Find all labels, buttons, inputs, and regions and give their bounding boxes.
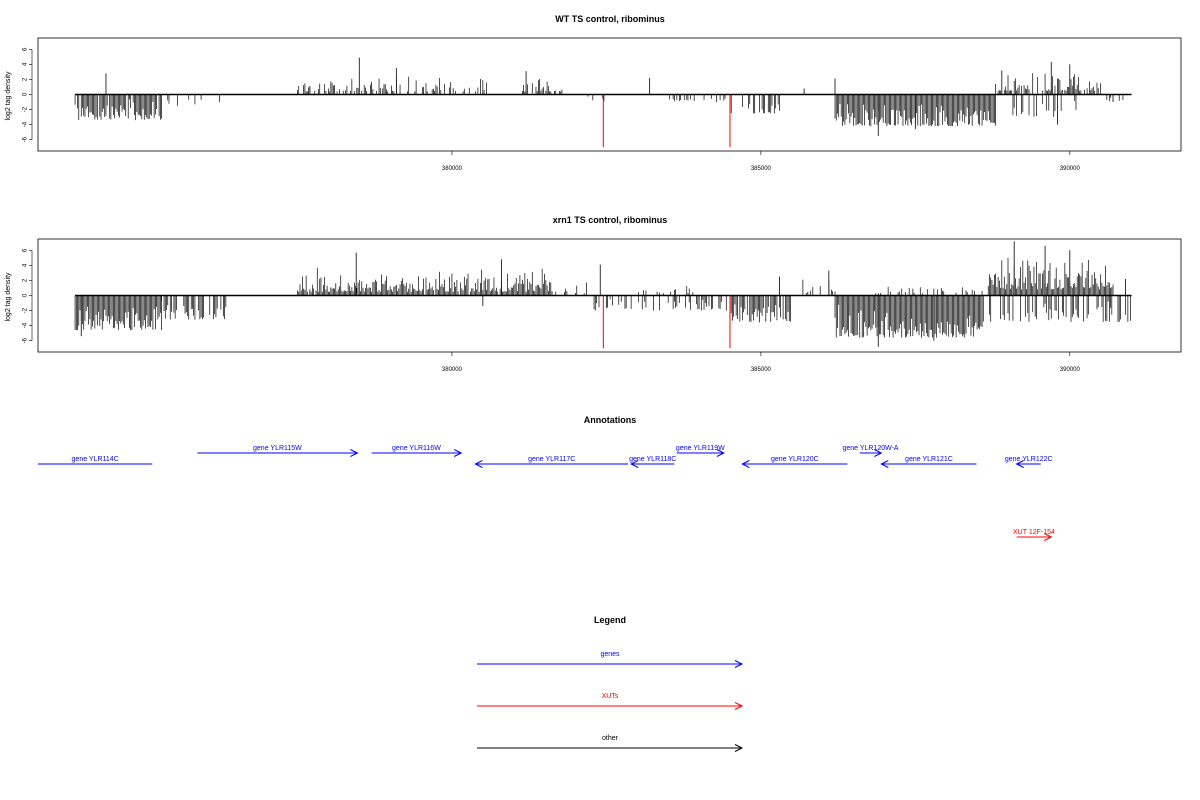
x-tick-label: 385000: [751, 367, 772, 373]
legend-label: other: [602, 735, 619, 742]
x-tick-label: 390000: [1060, 367, 1081, 373]
arrow-head-icon: [734, 744, 744, 752]
y-axis: -6 -4 -2 0 2 4 6: [23, 248, 33, 343]
arrow-head-icon: [734, 660, 744, 668]
feature-label: gene YLR120W-A: [842, 445, 898, 452]
feature: gene YLR115W: [197, 445, 359, 457]
y-axis: -6 -4 -2 0 2 4 6: [23, 47, 33, 142]
arrow-head-icon: [1015, 460, 1024, 468]
feature-label: gene YLR122C: [1005, 456, 1053, 463]
y-tick-label: 0: [23, 92, 29, 96]
x-axis: 380000 385000 390000: [442, 352, 1081, 373]
feature: gene YLR118C: [629, 456, 676, 468]
y-axis-label: log2 tag density: [5, 272, 12, 322]
feature-label: gene YLR116W: [392, 445, 441, 452]
feature-label: gene YLR114C: [72, 456, 119, 463]
panel-title: WT TS control, ribominus: [555, 14, 665, 24]
legend-item: genes: [477, 651, 744, 668]
legend-items: genes XUTs other: [477, 651, 744, 752]
feature-label: gene YLR120C: [771, 456, 819, 463]
x-axis: 380000 385000 390000: [442, 151, 1081, 172]
feature: gene YLR114C: [38, 456, 153, 465]
x-tick-label: 390000: [1060, 166, 1081, 172]
y-tick-label: 4: [23, 263, 29, 267]
arrow-head-icon: [350, 449, 359, 457]
arrow-head-icon: [880, 460, 889, 468]
feature-label: gene YLR117C: [528, 456, 575, 463]
feature-label: gene YLR121C: [905, 456, 953, 463]
legend-label: genes: [600, 651, 620, 658]
y-tick-label: 6: [23, 248, 29, 252]
feature: XUT 12F-154: [1013, 529, 1055, 541]
feature-label: gene YLR119W: [676, 445, 725, 452]
feature-label: gene YLR115W: [253, 445, 302, 452]
feature: gene YLR120W-A: [842, 445, 899, 457]
y-tick-label: -6: [23, 136, 29, 142]
y-tick-label: 4: [23, 62, 29, 66]
y-tick-label: -4: [23, 322, 29, 328]
arrow-head-icon: [630, 460, 639, 468]
y-tick-label: -2: [23, 307, 29, 313]
x-tick-label: 385000: [751, 166, 772, 172]
xrn1-density-panel: xrn1 TS control, ribominus log2 tag dens…: [5, 215, 1182, 373]
legend-title: Legend: [594, 615, 626, 625]
legend: Legend genes XUTs other: [477, 615, 744, 752]
legend-item: XUTs: [477, 693, 744, 710]
y-tick-label: 0: [23, 293, 29, 297]
x-tick-label: 380000: [442, 367, 463, 373]
arrow-head-icon: [716, 449, 725, 457]
annotation-items: gene YLR114C gene YLR115W gene YLR116W gene…: [38, 445, 1055, 541]
y-tick-label: -4: [23, 121, 29, 127]
feature-label: gene YLR118C: [629, 456, 676, 463]
plot-frame: [37, 37, 1182, 152]
y-tick-label: 2: [23, 278, 29, 282]
feature: gene YLR120C: [741, 456, 848, 468]
feature: gene YLR116W: [371, 445, 463, 457]
arrow-head-icon: [734, 702, 744, 710]
feature-label: XUT 12F-154: [1013, 529, 1055, 536]
feature: gene YLR117C: [474, 456, 629, 468]
y-tick-label: 6: [23, 47, 29, 51]
y-tick-label: -6: [23, 337, 29, 343]
annotations-title: Annotations: [584, 415, 637, 425]
feature: gene YLR121C: [880, 456, 977, 468]
feature: gene YLR122C: [1005, 456, 1053, 468]
special-marks: [75, 93, 1132, 148]
special-marks: [75, 294, 1132, 349]
x-tick-label: 380000: [442, 166, 463, 172]
plot-frame: [37, 238, 1182, 353]
legend-item: other: [477, 735, 744, 752]
density-bars: [74, 241, 1131, 347]
y-axis-label: log2 tag density: [5, 71, 12, 121]
arrow-head-icon: [874, 449, 883, 457]
feature: gene YLR119W: [676, 445, 725, 457]
arrow-head-icon: [453, 449, 463, 457]
legend-label: XUTs: [602, 693, 619, 700]
wt-density-panel: WT TS control, ribominus log2 tag densit…: [5, 14, 1182, 172]
y-tick-label: -2: [23, 106, 29, 112]
arrow-head-icon: [741, 460, 750, 468]
arrow-head-icon: [474, 460, 483, 468]
y-tick-label: 2: [23, 77, 29, 81]
arrow-head-icon: [1044, 533, 1053, 541]
panel-title: xrn1 TS control, ribominus: [553, 215, 668, 225]
density-bars: [74, 57, 1124, 136]
